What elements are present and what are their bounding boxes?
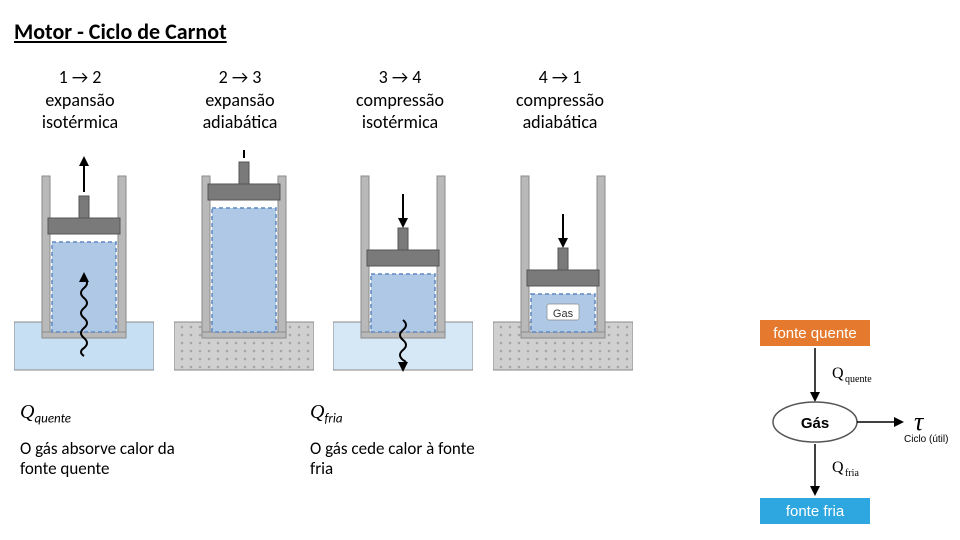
stage-3-transition: 3 → 4	[320, 66, 480, 89]
svg-text:Q: Q	[832, 365, 844, 382]
q-hot-symbol: Q	[20, 401, 34, 423]
stage-4-kind2: adiabática	[480, 111, 640, 134]
svg-text:τ: τ	[914, 407, 925, 436]
q-cold-sub: fria	[324, 411, 342, 426]
caption-hot-desc: O gás absorve calor da fonte quente	[20, 439, 200, 480]
stage-labels-row: 1 → 2 expansão isotérmica 2 → 3 expansão…	[0, 66, 640, 134]
svg-text:Gas: Gas	[552, 308, 573, 320]
stage-2-kind1: expansão	[160, 89, 320, 112]
stage-3-kind1: compressão	[320, 89, 480, 112]
caption-cold: Qfria O gás cede calor à fonte fria	[310, 400, 490, 480]
svg-text:fonte fria: fonte fria	[786, 503, 845, 520]
stage-label-1: 1 → 2 expansão isotérmica	[0, 66, 160, 134]
stage-label-3: 3 → 4 compressão isotérmica	[320, 66, 480, 134]
svg-text:Q: Q	[832, 459, 844, 476]
cylinder-fig-4: Gas	[493, 150, 635, 380]
stage-2-transition: 2 → 3	[160, 66, 320, 89]
stage-1-transition: 1 → 2	[0, 66, 160, 89]
stage-4-kind1: compressão	[480, 89, 640, 112]
cylinder-fig-3	[333, 150, 475, 380]
svg-text:Gás: Gás	[801, 415, 829, 432]
stage-label-2: 2 → 3 expansão adiabática	[160, 66, 320, 134]
caption-cold-desc: O gás cede calor à fonte fria	[310, 439, 490, 480]
cylinder-fig-1	[14, 150, 156, 380]
svg-text:fonte quente: fonte quente	[773, 325, 856, 342]
caption-hot: Qquente O gás absorve calor da fonte que…	[20, 400, 200, 480]
stage-2-kind2: adiabática	[160, 111, 320, 134]
cylinder-fig-2	[174, 150, 316, 380]
stage-label-4: 4 → 1 compressão adiabática	[480, 66, 640, 134]
cylinder-figures-row: Gas	[14, 150, 634, 380]
svg-text:quente: quente	[845, 374, 872, 385]
svg-text:fria: fria	[845, 468, 859, 479]
page-title: Motor - Ciclo de Carnot	[14, 18, 227, 45]
q-hot-sub: quente	[34, 411, 71, 426]
stage-1-kind1: expansão	[0, 89, 160, 112]
stage-4-transition: 4 → 1	[480, 66, 640, 89]
stage-1-kind2: isotérmica	[0, 111, 160, 134]
svg-text:Ciclo (útil): Ciclo (útil)	[904, 434, 948, 445]
q-cold-symbol: Q	[310, 401, 324, 423]
energy-flow-diagram: fonte quente fonte fria Qquente Gás Qfria τCi…	[700, 320, 950, 530]
stage-3-kind2: isotérmica	[320, 111, 480, 134]
